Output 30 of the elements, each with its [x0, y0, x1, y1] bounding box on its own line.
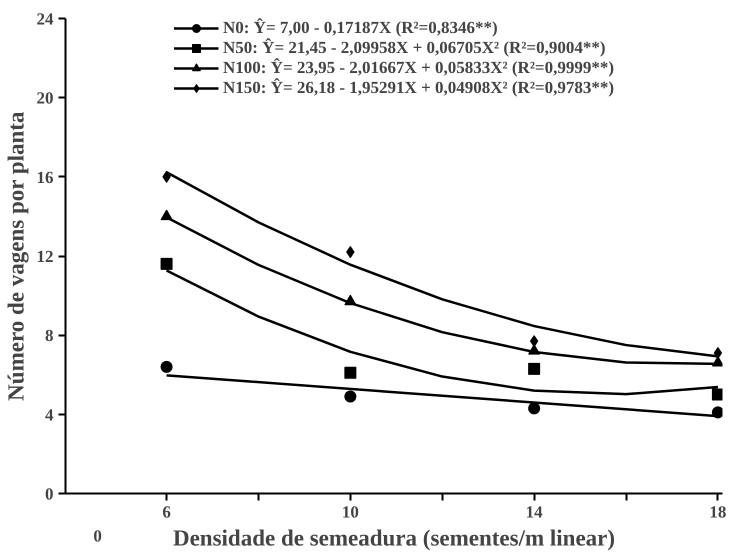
- point: [160, 258, 173, 270]
- y-tick-label: 24: [36, 10, 54, 28]
- point: [530, 335, 538, 348]
- y-tick-label: 0: [45, 484, 54, 504]
- y-tick-label: 16: [36, 168, 54, 187]
- point: [162, 170, 171, 183]
- point: [712, 406, 722, 418]
- y-tick-label: 8: [45, 326, 54, 346]
- x-tick-label: 18: [709, 502, 726, 522]
- point: [344, 390, 356, 403]
- legend-label: N100: Ŷ= 23,95 - 2,01667X + 0,05833X² (R²=0,9999**): [222, 58, 614, 78]
- point: [160, 360, 173, 373]
- x-tick-label: 14: [526, 502, 544, 522]
- y-tick-label: 20: [36, 88, 54, 108]
- x-tick-label: 10: [342, 502, 359, 522]
- x-tick-label: 6: [162, 502, 171, 522]
- x-axis-title: Densidade de semeadura (sementes/m linear): [172, 526, 616, 550]
- point: [344, 366, 356, 379]
- point: [712, 388, 722, 401]
- legend-label: N0: Ŷ= 7,00 - 0,17187X (R²=0,8346**): [222, 18, 498, 38]
- point: [714, 346, 722, 359]
- y-tick-label: 12: [36, 247, 54, 266]
- point: [528, 362, 540, 375]
- legend-label: N150: Ŷ= 26,18 - 1,95291X + 0,04908X² (R²=0,9783**): [222, 78, 614, 98]
- point: [528, 402, 540, 414]
- point: [346, 246, 355, 258]
- legend-label: N50: Ŷ= 21,45 - 2,09958X + 0,06705X² (R²=0,9004**): [222, 38, 606, 58]
- text: 0: [93, 526, 102, 546]
- y-tick-label: 4: [45, 405, 54, 424]
- y-axis-title: Número de vagens por planta: [4, 111, 30, 401]
